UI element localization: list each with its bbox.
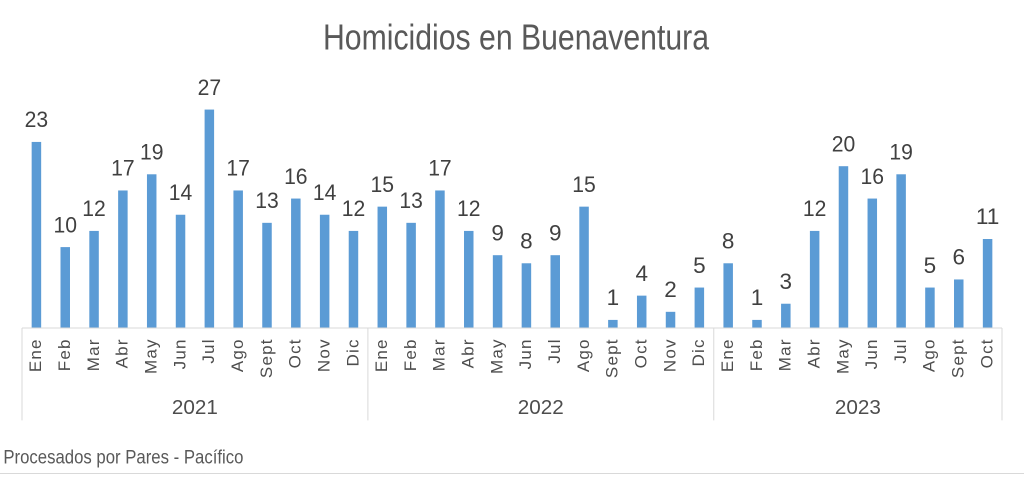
svg-text:11: 11 [976,204,1000,229]
svg-text:Abr: Abr [804,338,823,368]
svg-text:Mar: Mar [84,338,103,371]
svg-text:Mar: Mar [776,338,795,371]
svg-text:1: 1 [751,285,764,310]
svg-text:Procesados por Pares - Pacífic: Procesados por Pares - Pacífico [3,447,243,468]
svg-text:17: 17 [226,156,250,181]
svg-text:Jul: Jul [199,338,218,363]
svg-text:12: 12 [457,196,481,221]
svg-text:May: May [142,338,161,374]
svg-text:Dic: Dic [343,338,362,366]
svg-text:14: 14 [169,180,193,205]
svg-text:2023: 2023 [835,396,881,419]
svg-text:Ago: Ago [228,338,247,372]
svg-text:May: May [487,338,506,374]
svg-text:Feb: Feb [401,338,420,371]
svg-text:Ene: Ene [26,338,45,372]
svg-text:6: 6 [953,245,966,270]
svg-text:Feb: Feb [747,338,766,371]
svg-text:12: 12 [342,196,366,221]
svg-text:15: 15 [371,172,395,197]
svg-text:Nov: Nov [314,338,333,372]
svg-text:Homicidios en Buenaventura: Homicidios en Buenaventura [323,17,710,58]
svg-text:Oct: Oct [632,338,651,368]
svg-text:1: 1 [607,285,620,310]
svg-text:Sept: Sept [603,338,622,378]
svg-text:2021: 2021 [172,396,218,419]
svg-text:8: 8 [722,228,735,253]
svg-text:16: 16 [861,164,885,189]
svg-text:Abr: Abr [113,338,132,368]
svg-text:Sept: Sept [257,338,276,378]
svg-text:Oct: Oct [977,338,996,368]
svg-text:16: 16 [284,164,308,189]
svg-text:5: 5 [924,253,937,278]
svg-text:Ago: Ago [920,338,939,372]
svg-text:17: 17 [111,156,135,181]
svg-text:27: 27 [198,75,222,100]
svg-text:8: 8 [520,228,533,253]
svg-text:Abr: Abr [459,338,478,368]
svg-text:Feb: Feb [55,338,74,371]
svg-text:Mar: Mar [430,338,449,371]
svg-text:10: 10 [53,212,77,237]
svg-text:19: 19 [140,139,164,164]
svg-text:17: 17 [428,156,452,181]
svg-text:Nov: Nov [660,338,679,372]
svg-text:Sept: Sept [949,338,968,378]
svg-text:Jul: Jul [545,338,564,363]
svg-text:12: 12 [82,196,106,221]
svg-text:3: 3 [780,269,793,294]
svg-text:4: 4 [635,261,648,286]
svg-text:19: 19 [889,139,913,164]
svg-text:5: 5 [693,253,706,278]
svg-text:Jul: Jul [891,338,910,363]
svg-text:Jun: Jun [170,338,189,369]
svg-text:May: May [833,338,852,374]
svg-text:Jun: Jun [862,338,881,369]
svg-text:Dic: Dic [689,338,708,366]
svg-text:2: 2 [664,277,677,302]
svg-text:Ene: Ene [372,338,391,372]
svg-text:12: 12 [803,196,827,221]
svg-text:13: 13 [255,188,279,213]
svg-text:15: 15 [572,172,596,197]
svg-text:9: 9 [549,220,562,245]
svg-text:13: 13 [399,188,423,213]
svg-text:20: 20 [832,131,856,156]
svg-text:2022: 2022 [518,396,564,419]
svg-text:Oct: Oct [286,338,305,368]
svg-text:Ago: Ago [574,338,593,372]
svg-text:14: 14 [313,180,337,205]
svg-text:Ene: Ene [718,338,737,372]
svg-text:9: 9 [491,220,504,245]
svg-text:Jun: Jun [516,338,535,369]
svg-text:23: 23 [25,107,49,132]
